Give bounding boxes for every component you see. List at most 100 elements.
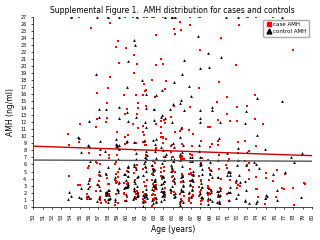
Point	[237, 184, 242, 187]
Point	[150, 78, 155, 82]
Point	[125, 184, 131, 188]
Point	[162, 154, 167, 158]
Point	[187, 155, 192, 159]
Point	[190, 174, 195, 177]
Point	[87, 144, 92, 148]
Point	[87, 119, 92, 123]
Point	[125, 182, 130, 186]
Point	[104, 101, 109, 105]
Point	[169, 16, 174, 20]
Point	[125, 59, 131, 63]
Point	[224, 163, 229, 167]
Point	[171, 195, 176, 199]
Point	[159, 174, 164, 178]
Point	[150, 172, 156, 175]
Point	[179, 72, 184, 76]
Point	[151, 167, 156, 171]
Point	[205, 196, 210, 199]
Point	[143, 194, 148, 198]
Point	[134, 184, 139, 188]
Point	[189, 173, 195, 177]
Point	[113, 45, 118, 48]
Point	[132, 53, 137, 57]
Point	[142, 156, 148, 159]
Point	[179, 180, 184, 184]
Point	[291, 203, 296, 207]
Point	[134, 166, 139, 169]
Point	[210, 142, 215, 145]
Point	[106, 198, 111, 201]
Point	[151, 198, 156, 202]
Point	[103, 190, 108, 194]
Point	[153, 137, 158, 141]
Point	[177, 101, 182, 105]
Point	[169, 158, 174, 162]
Point	[228, 186, 233, 189]
Point	[205, 126, 211, 129]
Point	[225, 166, 230, 170]
Point	[196, 185, 201, 189]
Point	[113, 172, 118, 175]
Point	[153, 187, 158, 191]
Point	[179, 157, 184, 161]
Point	[169, 166, 174, 170]
Point	[77, 136, 82, 140]
Point	[280, 15, 285, 19]
Point	[143, 156, 148, 160]
Point	[253, 15, 258, 19]
Point	[153, 161, 158, 165]
Point	[178, 156, 183, 160]
Point	[149, 164, 154, 168]
Point	[124, 46, 129, 50]
Point	[115, 147, 120, 150]
Point	[98, 139, 103, 143]
Point	[114, 131, 119, 134]
Point	[78, 186, 83, 190]
Point	[105, 116, 110, 120]
Point	[215, 200, 220, 204]
Point	[106, 166, 111, 169]
Point	[236, 140, 241, 144]
Point	[242, 199, 247, 203]
Point	[171, 179, 176, 183]
Point	[180, 172, 185, 176]
Point	[206, 185, 211, 188]
Point	[151, 201, 156, 205]
Point	[160, 191, 165, 194]
Point	[171, 156, 176, 159]
Point	[123, 198, 128, 202]
Point	[159, 125, 164, 129]
Point	[153, 196, 158, 200]
Point	[143, 153, 148, 156]
Point	[208, 172, 213, 176]
Point	[215, 143, 220, 147]
Point	[76, 15, 81, 19]
Point	[98, 147, 103, 151]
Point	[114, 192, 119, 196]
Point	[264, 197, 269, 201]
Point	[152, 177, 157, 181]
Point	[132, 197, 137, 201]
Point	[150, 138, 155, 142]
Point	[190, 193, 195, 197]
Point	[171, 169, 176, 173]
Point	[199, 181, 204, 185]
Point	[126, 185, 131, 188]
Point	[103, 107, 108, 111]
Point	[236, 192, 241, 196]
Point	[141, 199, 146, 203]
Point	[159, 186, 164, 190]
Point	[244, 150, 250, 154]
Point	[218, 187, 223, 191]
Point	[218, 177, 223, 181]
Point	[116, 116, 122, 120]
Point	[236, 183, 241, 187]
Point	[144, 184, 149, 188]
Point	[302, 182, 307, 186]
Point	[150, 184, 155, 188]
Point	[226, 199, 231, 203]
Point	[113, 175, 118, 179]
Point	[191, 194, 196, 198]
Point	[180, 173, 185, 177]
Point	[97, 174, 102, 177]
